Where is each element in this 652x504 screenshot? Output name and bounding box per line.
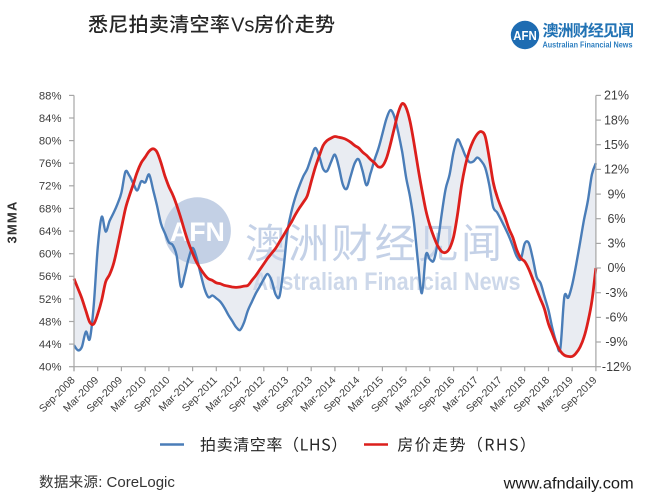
svg-text:www.afndaily.com: www.afndaily.com [503,476,634,493]
svg-text:64%: 64% [39,226,62,238]
svg-text:0%: 0% [607,261,625,275]
svg-text:3MMA: 3MMA [5,200,20,243]
svg-text:21%: 21% [604,89,629,103]
svg-text:AFN: AFN [170,217,225,247]
svg-text:44%: 44% [39,339,62,351]
svg-text:60%: 60% [39,249,62,261]
svg-text:9%: 9% [607,187,625,201]
svg-text:88%: 88% [39,90,62,102]
svg-text:6%: 6% [607,212,625,226]
svg-text:56%: 56% [39,271,62,283]
svg-text:Vs: Vs [231,15,254,37]
svg-text:76%: 76% [39,158,62,170]
svg-text:12%: 12% [604,163,629,177]
svg-text:15%: 15% [604,138,629,152]
svg-text:68%: 68% [39,203,62,215]
svg-text:80%: 80% [39,136,62,148]
svg-text:Australian Financial News: Australian Financial News [253,268,521,296]
svg-text:18%: 18% [604,113,629,127]
svg-text:-3%: -3% [605,286,627,300]
svg-text:Australian Financial News: Australian Financial News [543,40,633,50]
svg-text:84%: 84% [39,113,62,125]
svg-text:52%: 52% [39,294,62,306]
svg-text:-6%: -6% [605,311,627,325]
svg-text:AFN: AFN [513,28,537,43]
svg-text:72%: 72% [39,181,62,193]
svg-text:40%: 40% [39,362,62,374]
svg-text:3%: 3% [607,237,625,251]
svg-text:-9%: -9% [605,335,627,349]
svg-text:: CoreLogic: : CoreLogic [98,474,175,491]
svg-text:-12%: -12% [602,360,631,374]
svg-text:48%: 48% [39,316,62,328]
